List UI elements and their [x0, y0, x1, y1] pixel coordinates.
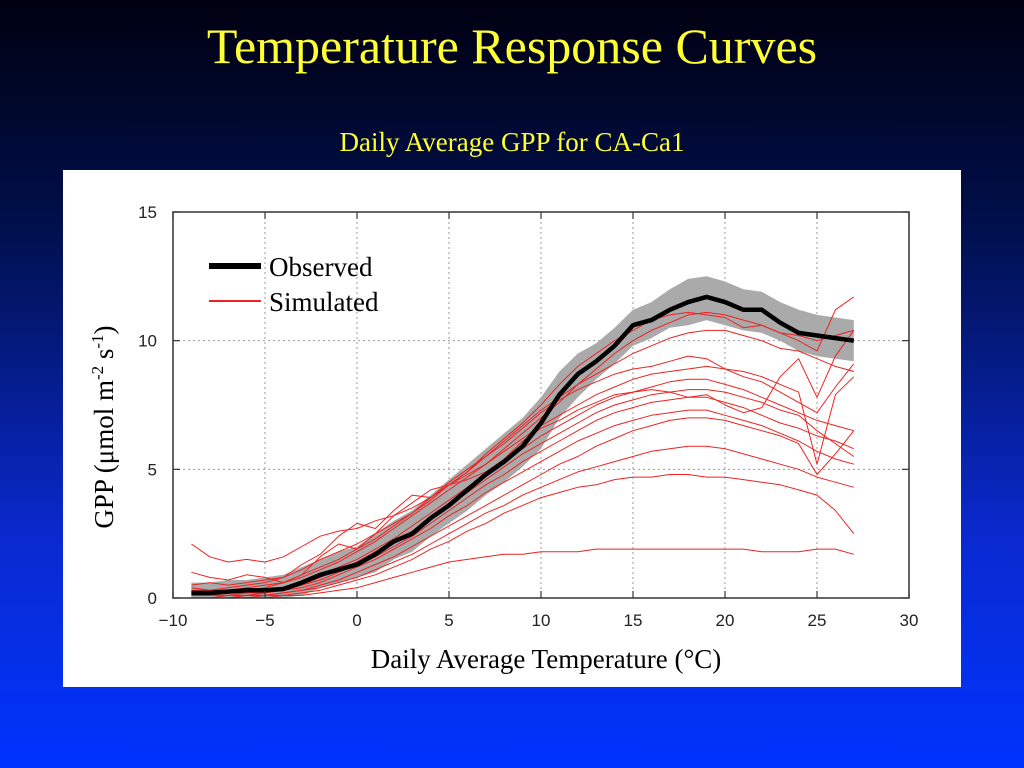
y-tick-label: 0	[148, 589, 157, 608]
legend: Observed Simulated	[209, 252, 379, 317]
legend-simulated-label: Simulated	[269, 287, 379, 317]
simulated-series-group	[191, 296, 855, 599]
x-tick-label: 5	[444, 611, 453, 630]
observed-band-area	[191, 276, 854, 598]
legend-observed-label: Observed	[269, 252, 373, 282]
x-tick-label: 30	[900, 611, 919, 630]
x-tick-label: 25	[808, 611, 827, 630]
observed-uncertainty-band	[191, 276, 854, 598]
simulated-series-line-14	[191, 355, 855, 586]
simulated-series-line-1	[191, 311, 854, 563]
x-tick-label: −5	[255, 611, 274, 630]
simulated-series-line-8	[191, 409, 854, 599]
simulated-series-line-12	[191, 548, 854, 599]
x-tick-label: 15	[624, 611, 643, 630]
y-tick-label: 15	[138, 203, 157, 222]
observed-series-line	[191, 294, 855, 596]
slide-subtitle: Daily Average GPP for CA-Ca1	[339, 127, 685, 157]
chart-panel: −10 −5 0 5 10 15 20 25 30 0 5 10 15 Observed Simulat…	[63, 170, 961, 687]
simulated-series-line-11	[191, 474, 855, 599]
x-tick-label: −10	[159, 611, 188, 630]
observed-series-group	[191, 294, 855, 596]
simulated-series-line-7	[191, 396, 854, 596]
y-tick-label: 5	[148, 460, 157, 479]
axis-ticks: −10 −5 0 5 10 15 20 25 30 0 5 10 15	[138, 203, 918, 630]
x-tick-label: 20	[716, 611, 735, 630]
x-tick-label: 0	[352, 611, 361, 630]
y-tick-label: 10	[138, 332, 157, 351]
simulated-series-line-10	[191, 445, 854, 599]
y-axis-label: GPP (μmol m-2 s-1)	[88, 325, 119, 528]
x-axis-label: Daily Average Temperature (°C)	[371, 644, 722, 674]
simulated-series-line-4	[191, 365, 855, 594]
x-tick-label: 10	[532, 611, 551, 630]
simulated-series-line-13	[191, 330, 855, 584]
slide-title: Temperature Response Curves	[206, 18, 818, 74]
gpp-temperature-chart: −10 −5 0 5 10 15 20 25 30 0 5 10 15 Observed Simulat…	[88, 203, 918, 674]
simulated-series-line-2	[191, 296, 855, 591]
